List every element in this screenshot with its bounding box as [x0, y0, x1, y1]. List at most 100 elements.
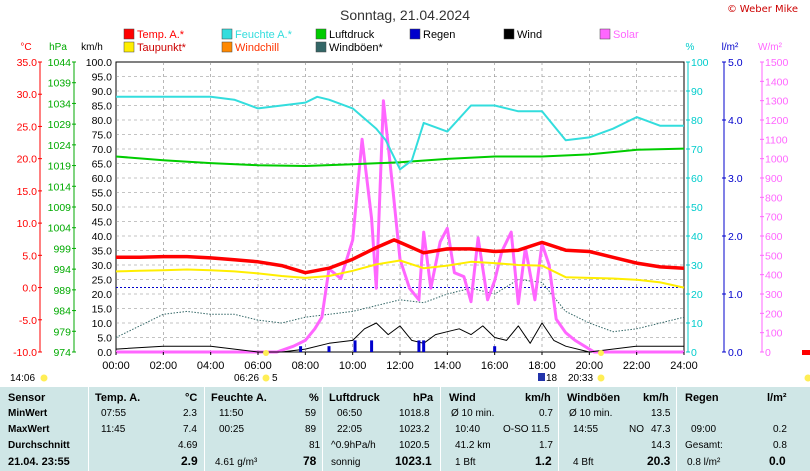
gust-header: Windböen: [567, 392, 621, 404]
x-tick: 00:00: [102, 360, 130, 372]
x-tick: 16:00: [481, 360, 509, 372]
legend-label: Feuchte A.*: [235, 29, 293, 41]
tick-humidity: 60: [691, 173, 703, 185]
hum-now-abs: 4.61 g/m³: [215, 457, 258, 468]
stats-col-hum: Feuchte A. % 11:50 59 00:25 89 81 4.61 g…: [204, 387, 323, 471]
press-trend: ^0.9hPa/h: [331, 440, 376, 451]
legend-swatch: [503, 28, 515, 40]
wind-r1-label: Ø 10 min.: [451, 408, 495, 419]
series-tempa: [116, 238, 685, 275]
tick-rain: 0.0: [728, 347, 743, 359]
x-tick: 14:00: [434, 360, 462, 372]
unit-wind: km/h: [81, 42, 103, 53]
tick-solar: 600: [765, 231, 783, 243]
tick-solar: 1200: [765, 115, 789, 127]
stats-row-max: MaxWert: [8, 424, 50, 435]
chart-title: Sonntag, 21.04.2024: [340, 7, 470, 23]
stats-col-rain: Regen l/m² 09:00 0.2 Gesamt: 0.8 0.8 l/m…: [676, 387, 795, 471]
tick-wind: 45.0: [92, 217, 113, 229]
press-now: 1023.1: [395, 454, 432, 468]
gust-now: 20.3: [647, 454, 671, 468]
chart-legend: Temp. A.* Feuchte A.* Luftdruck Regen Wind So…: [123, 28, 639, 54]
tick-solar: 1000: [765, 154, 789, 166]
gust-r1: 13.5: [651, 408, 671, 419]
press-weather: sonnig: [331, 457, 361, 468]
tick-pressure: 1034: [48, 98, 72, 110]
stats-table: Sensor MinWert MaxWert Durchschnitt 21.0…: [0, 387, 810, 471]
sun-moon-bar: 14:06 06:26 5 18 20:33: [10, 350, 810, 384]
gust-r1-label: Ø 10 min.: [569, 408, 613, 419]
legend-label: Temp. A.*: [137, 29, 185, 41]
tick-solar: 200: [765, 308, 783, 320]
x-tick: 10:00: [339, 360, 367, 372]
press-min: 1018.8: [399, 408, 430, 419]
press-max: 1023.2: [399, 424, 430, 435]
temp-max-time: 11:45: [101, 424, 126, 435]
legend-item-4: Wind: [503, 28, 542, 41]
tick-wind: 70.0: [92, 144, 113, 156]
moon-icon: [538, 373, 545, 381]
copyright: © Weber Mike: [727, 4, 798, 15]
tick-solar: 500: [765, 250, 783, 262]
press-unit: hPa: [413, 392, 434, 404]
rain-unit: l/m²: [767, 392, 787, 404]
gust-unit: km/h: [643, 392, 669, 404]
tick-humidity: 30: [691, 260, 703, 272]
tick-temp: 30.0: [17, 89, 38, 101]
tick-rain: 1.0: [728, 289, 743, 301]
legend-item-3: Regen: [409, 28, 455, 41]
stats-sensor-header: Sensor: [8, 392, 46, 404]
tick-wind: 60.0: [92, 173, 113, 185]
temp-avg: 4.69: [178, 440, 198, 451]
rain-bar: [422, 340, 426, 352]
series-windben: [115, 279, 685, 338]
stats-col-wind: Wind km/h Ø 10 min. 0.7 10:40 O-SO 11.5 …: [440, 387, 559, 471]
tick-temp: 25.0: [17, 121, 38, 133]
hum-min-time: 11:50: [219, 408, 244, 419]
tick-solar: 700: [765, 212, 783, 224]
rain-rate: 0.8 l/m²: [687, 457, 721, 468]
tick-humidity: 50: [691, 202, 703, 214]
unit-pressure: hPa: [49, 42, 67, 53]
tick-pressure: 999: [53, 243, 71, 255]
press-min-time: 06:50: [337, 408, 363, 419]
tick-solar: 300: [765, 289, 783, 301]
hum-max: 89: [305, 424, 317, 435]
rain-bar: [493, 346, 497, 352]
rain-r3: 0.8: [773, 440, 787, 451]
legend-swatch: [315, 41, 327, 53]
tick-solar: 1500: [765, 57, 789, 69]
wind-unit: km/h: [525, 392, 551, 404]
rain-r3-label: Gesamt:: [685, 440, 723, 451]
tick-wind: 20.0: [92, 289, 113, 301]
tick-rain: 3.0: [728, 173, 743, 185]
temp-header: Temp. A.: [95, 392, 141, 404]
unit-rain: l/m²: [722, 42, 739, 53]
unit-solar: W/m²: [758, 42, 783, 53]
tick-humidity: 100: [691, 57, 709, 69]
tick-humidity: 90: [691, 86, 703, 98]
legend-item-0: Temp. A.*: [123, 28, 185, 41]
legend-item-7: Windchill: [221, 41, 279, 54]
wind-r1: 0.7: [539, 408, 553, 419]
tick-temp: -10.0: [13, 347, 37, 359]
x-axis: 00:00 02:00 04:00 06:00 08:00 10:00 12:00 14:00…: [102, 352, 698, 372]
tick-pressure: 994: [53, 264, 71, 276]
x-tick: 24:00: [670, 360, 698, 372]
rain-r2-time: 09:00: [691, 424, 717, 435]
legend-label: Windböen*: [329, 42, 384, 54]
legend-swatch: [221, 41, 233, 53]
tick-temp: 0.0: [22, 283, 37, 295]
gust-bft: 4 Bft: [573, 457, 594, 468]
series-taupunkt: [115, 259, 685, 289]
tick-wind: 25.0: [92, 275, 113, 287]
wind-r2-time: 10:40: [455, 424, 481, 435]
axis-units: °C hPa km/h% l/m² W/m²: [20, 42, 782, 53]
tick-solar: 0: [765, 347, 771, 359]
wind-header: Wind: [449, 392, 476, 404]
tick-solar: 400: [765, 270, 783, 282]
copyright-symbol: ©: [727, 4, 737, 15]
press-max-time: 22:05: [337, 424, 363, 435]
x-tick: 22:00: [623, 360, 651, 372]
moon-mark: 18: [546, 373, 558, 384]
